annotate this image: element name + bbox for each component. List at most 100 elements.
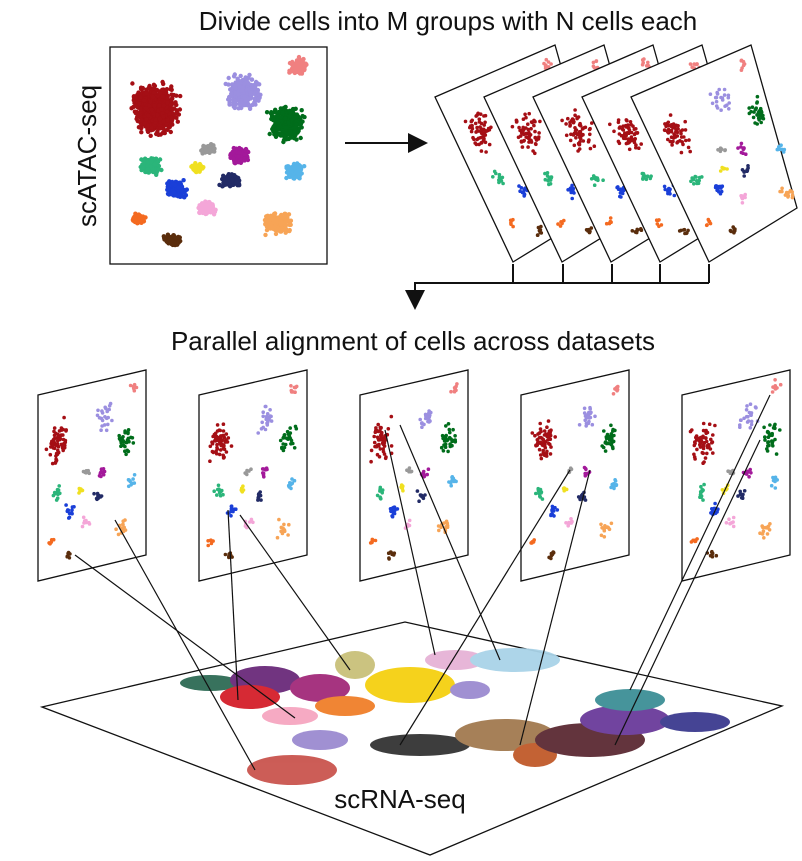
cell-dot: [248, 520, 252, 524]
cell-dot: [593, 176, 597, 181]
cell-dot: [632, 127, 637, 131]
cell-dot: [419, 494, 423, 498]
cell-dot: [625, 131, 630, 135]
cell-dot: [755, 100, 759, 104]
cell-dot: [139, 130, 144, 135]
cell-dot: [268, 408, 272, 412]
cell-dot: [253, 102, 258, 107]
cell-dot: [294, 426, 299, 431]
cell-dot: [48, 452, 53, 457]
cell-dot: [447, 480, 451, 484]
cell-dot: [601, 178, 605, 182]
cell-dot: [478, 135, 483, 140]
cell-dot: [236, 91, 241, 97]
cell-dot: [591, 64, 596, 68]
cell-dot: [579, 132, 583, 136]
cell-dot: [685, 231, 689, 235]
cell-dot: [582, 411, 587, 415]
cell-dot: [588, 407, 592, 411]
cell-dot: [220, 438, 225, 443]
cell-dot: [137, 213, 142, 218]
cell-dot: [53, 461, 58, 465]
cell-dot: [553, 435, 557, 439]
cell-dot: [742, 146, 746, 150]
cell-dot: [117, 433, 121, 438]
cell-dot: [450, 475, 455, 479]
cell-dot: [298, 135, 303, 141]
cell-dot: [571, 118, 575, 122]
cell-dot: [243, 75, 248, 80]
cell-dot: [116, 532, 121, 537]
cell-dot: [587, 416, 592, 420]
cell-dot: [538, 119, 542, 124]
cell-dot: [587, 127, 592, 132]
cell-dot: [138, 106, 143, 112]
cell-dot: [212, 489, 216, 494]
cell-dot: [282, 522, 286, 527]
cell-dot: [786, 195, 790, 199]
cell-dot: [714, 104, 719, 108]
cell-dot: [62, 415, 66, 420]
cell-dot: [294, 137, 299, 142]
cell-dot: [694, 179, 699, 183]
cell-dot: [541, 448, 545, 453]
cell-dot: [230, 150, 235, 156]
cell-dot: [372, 434, 377, 439]
cell-dot: [570, 196, 574, 201]
cell-dot: [708, 92, 713, 96]
cell-dot: [288, 129, 293, 134]
cell-dot: [548, 452, 553, 456]
cell-dot: [287, 227, 292, 233]
cell-dot: [538, 427, 543, 431]
cell-dot: [288, 481, 292, 485]
cell-dot: [626, 140, 631, 144]
cell-dot: [539, 224, 543, 229]
cell-dot: [121, 522, 125, 527]
cell-dot: [750, 105, 755, 109]
cell-dot: [683, 128, 688, 132]
cell-dot: [288, 426, 293, 430]
cell-dot: [676, 127, 680, 131]
cell-dot: [179, 188, 184, 193]
cell-dot: [718, 146, 723, 150]
cell-dot: [450, 438, 455, 443]
cell-dot: [469, 119, 474, 124]
cell-dot: [589, 410, 593, 415]
cell-dot: [640, 62, 645, 67]
cell-dot: [447, 427, 452, 432]
cell-dot: [124, 452, 128, 457]
cell-dot: [646, 60, 650, 65]
cell-dot: [718, 169, 723, 173]
cell-dot: [545, 449, 549, 454]
cell-dot: [221, 422, 226, 427]
cell-dot: [445, 523, 450, 528]
cell-dot: [480, 140, 484, 145]
cell-dot: [372, 440, 377, 445]
cell-dot: [747, 111, 752, 116]
cell-dot: [667, 189, 672, 193]
cell-dot: [302, 164, 307, 169]
cell-dot: [55, 438, 60, 443]
cell-dot: [483, 113, 488, 118]
cell-dot: [389, 414, 394, 419]
cell-dot: [287, 433, 291, 437]
cell-dot: [168, 129, 173, 135]
cell-dot: [160, 87, 165, 93]
cell-dot: [436, 524, 441, 528]
cell-dot: [627, 128, 632, 132]
cell-dot: [761, 116, 766, 121]
cell-dot: [155, 108, 161, 113]
cell-dot: [60, 444, 65, 449]
cell-dot: [280, 110, 285, 115]
cell-dot: [151, 90, 157, 96]
cell-dot: [472, 137, 476, 142]
cell-dot: [81, 469, 86, 474]
cell-dot: [778, 189, 782, 194]
cell-dot: [641, 176, 645, 181]
cell-dot: [141, 98, 147, 103]
cell-dot: [171, 92, 177, 98]
cell-dot: [279, 212, 284, 218]
cell-dot: [95, 413, 100, 418]
cell-dot: [543, 453, 548, 458]
cell-dot: [283, 116, 288, 121]
